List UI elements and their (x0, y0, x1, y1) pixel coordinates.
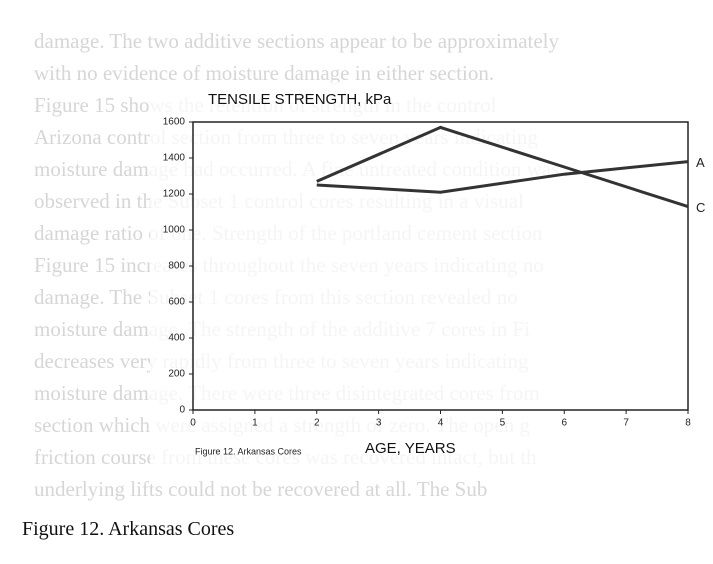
series-line (316, 125, 689, 209)
background-line: damage. The two additive sections appear… (34, 29, 560, 53)
x-tick-label: 0 (190, 418, 196, 429)
background-line: with no evidence of moisture damage in e… (34, 61, 494, 85)
x-tick-label: 8 (685, 418, 691, 429)
y-tick-label: 1000 (163, 225, 186, 236)
x-tick-label: 3 (376, 418, 382, 429)
x-tick-label: 2 (314, 418, 320, 429)
x-tick-label: 5 (500, 418, 506, 429)
chart-title: TENSILE STRENGTH, kPa (208, 91, 392, 108)
series-label: A (696, 155, 705, 170)
background-line: underlying lifts could not be recovered … (34, 477, 487, 501)
x-axis-label: AGE, YEARS (365, 440, 456, 457)
y-tick-label: 200 (168, 369, 185, 380)
figure-caption: Figure 12. Arkansas Cores (22, 518, 234, 540)
series-line (316, 160, 689, 194)
x-tick-label: 4 (438, 418, 444, 429)
y-tick-label: 1400 (163, 153, 186, 164)
x-tick-label: 7 (623, 418, 629, 429)
inner-caption: Figure 12. Arkansas Cores (195, 446, 302, 456)
series-label: C (696, 200, 705, 215)
x-tick-label: 6 (561, 418, 567, 429)
chart-backdrop (150, 82, 710, 467)
y-tick-label: 400 (168, 333, 185, 344)
y-tick-label: 0 (179, 405, 185, 416)
y-tick-label: 600 (168, 297, 185, 308)
x-tick-label: 1 (252, 418, 258, 429)
y-tick-label: 1600 (163, 117, 186, 128)
y-tick-label: 800 (168, 261, 185, 272)
y-tick-label: 1200 (163, 189, 186, 200)
